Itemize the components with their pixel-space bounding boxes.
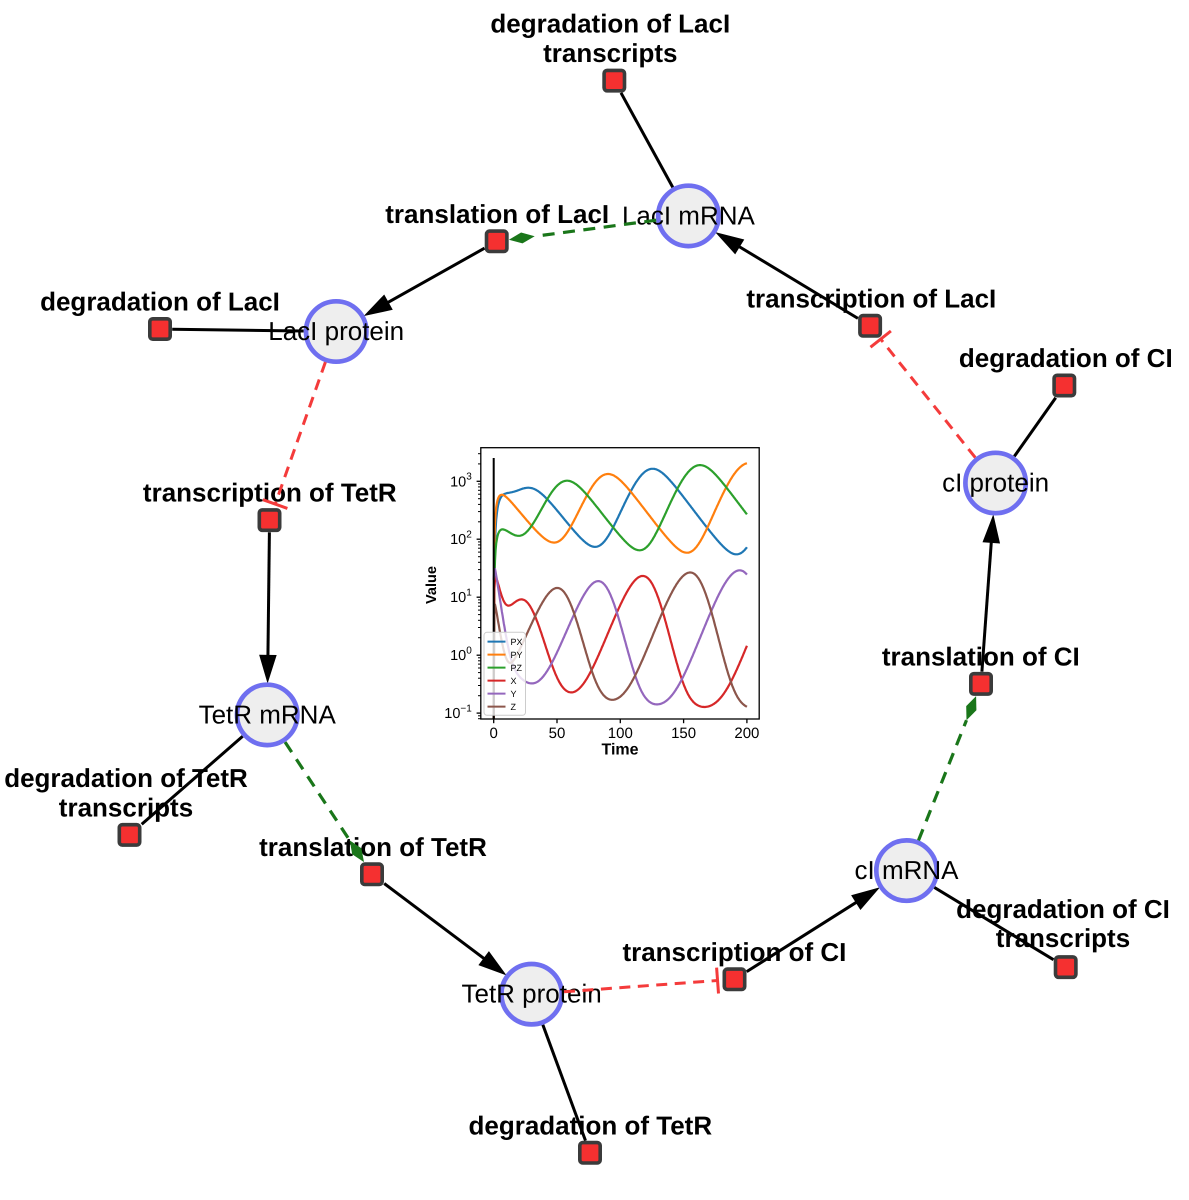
svg-text:PX: PX <box>511 637 523 647</box>
svg-text:200: 200 <box>734 725 759 742</box>
svg-text:translation of CI: translation of CI <box>882 642 1080 672</box>
svg-text:transcripts: transcripts <box>996 923 1130 953</box>
svg-text:PY: PY <box>511 650 523 660</box>
svg-text:transcripts: transcripts <box>543 38 677 68</box>
svg-text:degradation of TetR: degradation of TetR <box>4 763 248 793</box>
svg-text:Value: Value <box>424 566 440 604</box>
svg-text:Z: Z <box>511 702 517 712</box>
svg-text:cI protein: cI protein <box>942 468 1049 498</box>
svg-text:50: 50 <box>549 725 566 742</box>
svg-text:150: 150 <box>671 725 696 742</box>
svg-text:translation of LacI: translation of LacI <box>385 199 609 229</box>
svg-text:LacI mRNA: LacI mRNA <box>622 200 756 230</box>
svg-text:translation of TetR: translation of TetR <box>259 832 487 862</box>
svg-text:transcription of CI: transcription of CI <box>622 937 846 967</box>
svg-text:TetR mRNA: TetR mRNA <box>199 699 337 729</box>
svg-text:PZ: PZ <box>511 663 523 673</box>
svg-text:degradation of LacI: degradation of LacI <box>40 287 280 317</box>
svg-text:100: 100 <box>608 725 633 742</box>
svg-text:degradation of TetR: degradation of TetR <box>468 1110 712 1140</box>
svg-text:TetR protein: TetR protein <box>462 979 602 1009</box>
svg-text:X: X <box>511 676 517 686</box>
svg-text:degradation of LacI: degradation of LacI <box>490 9 730 39</box>
svg-text:cI mRNA: cI mRNA <box>855 855 960 885</box>
svg-text:Time: Time <box>601 742 638 759</box>
svg-text:degradation of CI: degradation of CI <box>959 343 1173 373</box>
svg-text:LacI protein: LacI protein <box>268 316 404 346</box>
svg-text:0: 0 <box>490 725 498 742</box>
svg-text:transcription of LacI: transcription of LacI <box>746 283 996 313</box>
svg-text:Y: Y <box>511 689 517 699</box>
svg-text:transcripts: transcripts <box>59 792 193 822</box>
svg-text:degradation of CI: degradation of CI <box>956 894 1170 924</box>
